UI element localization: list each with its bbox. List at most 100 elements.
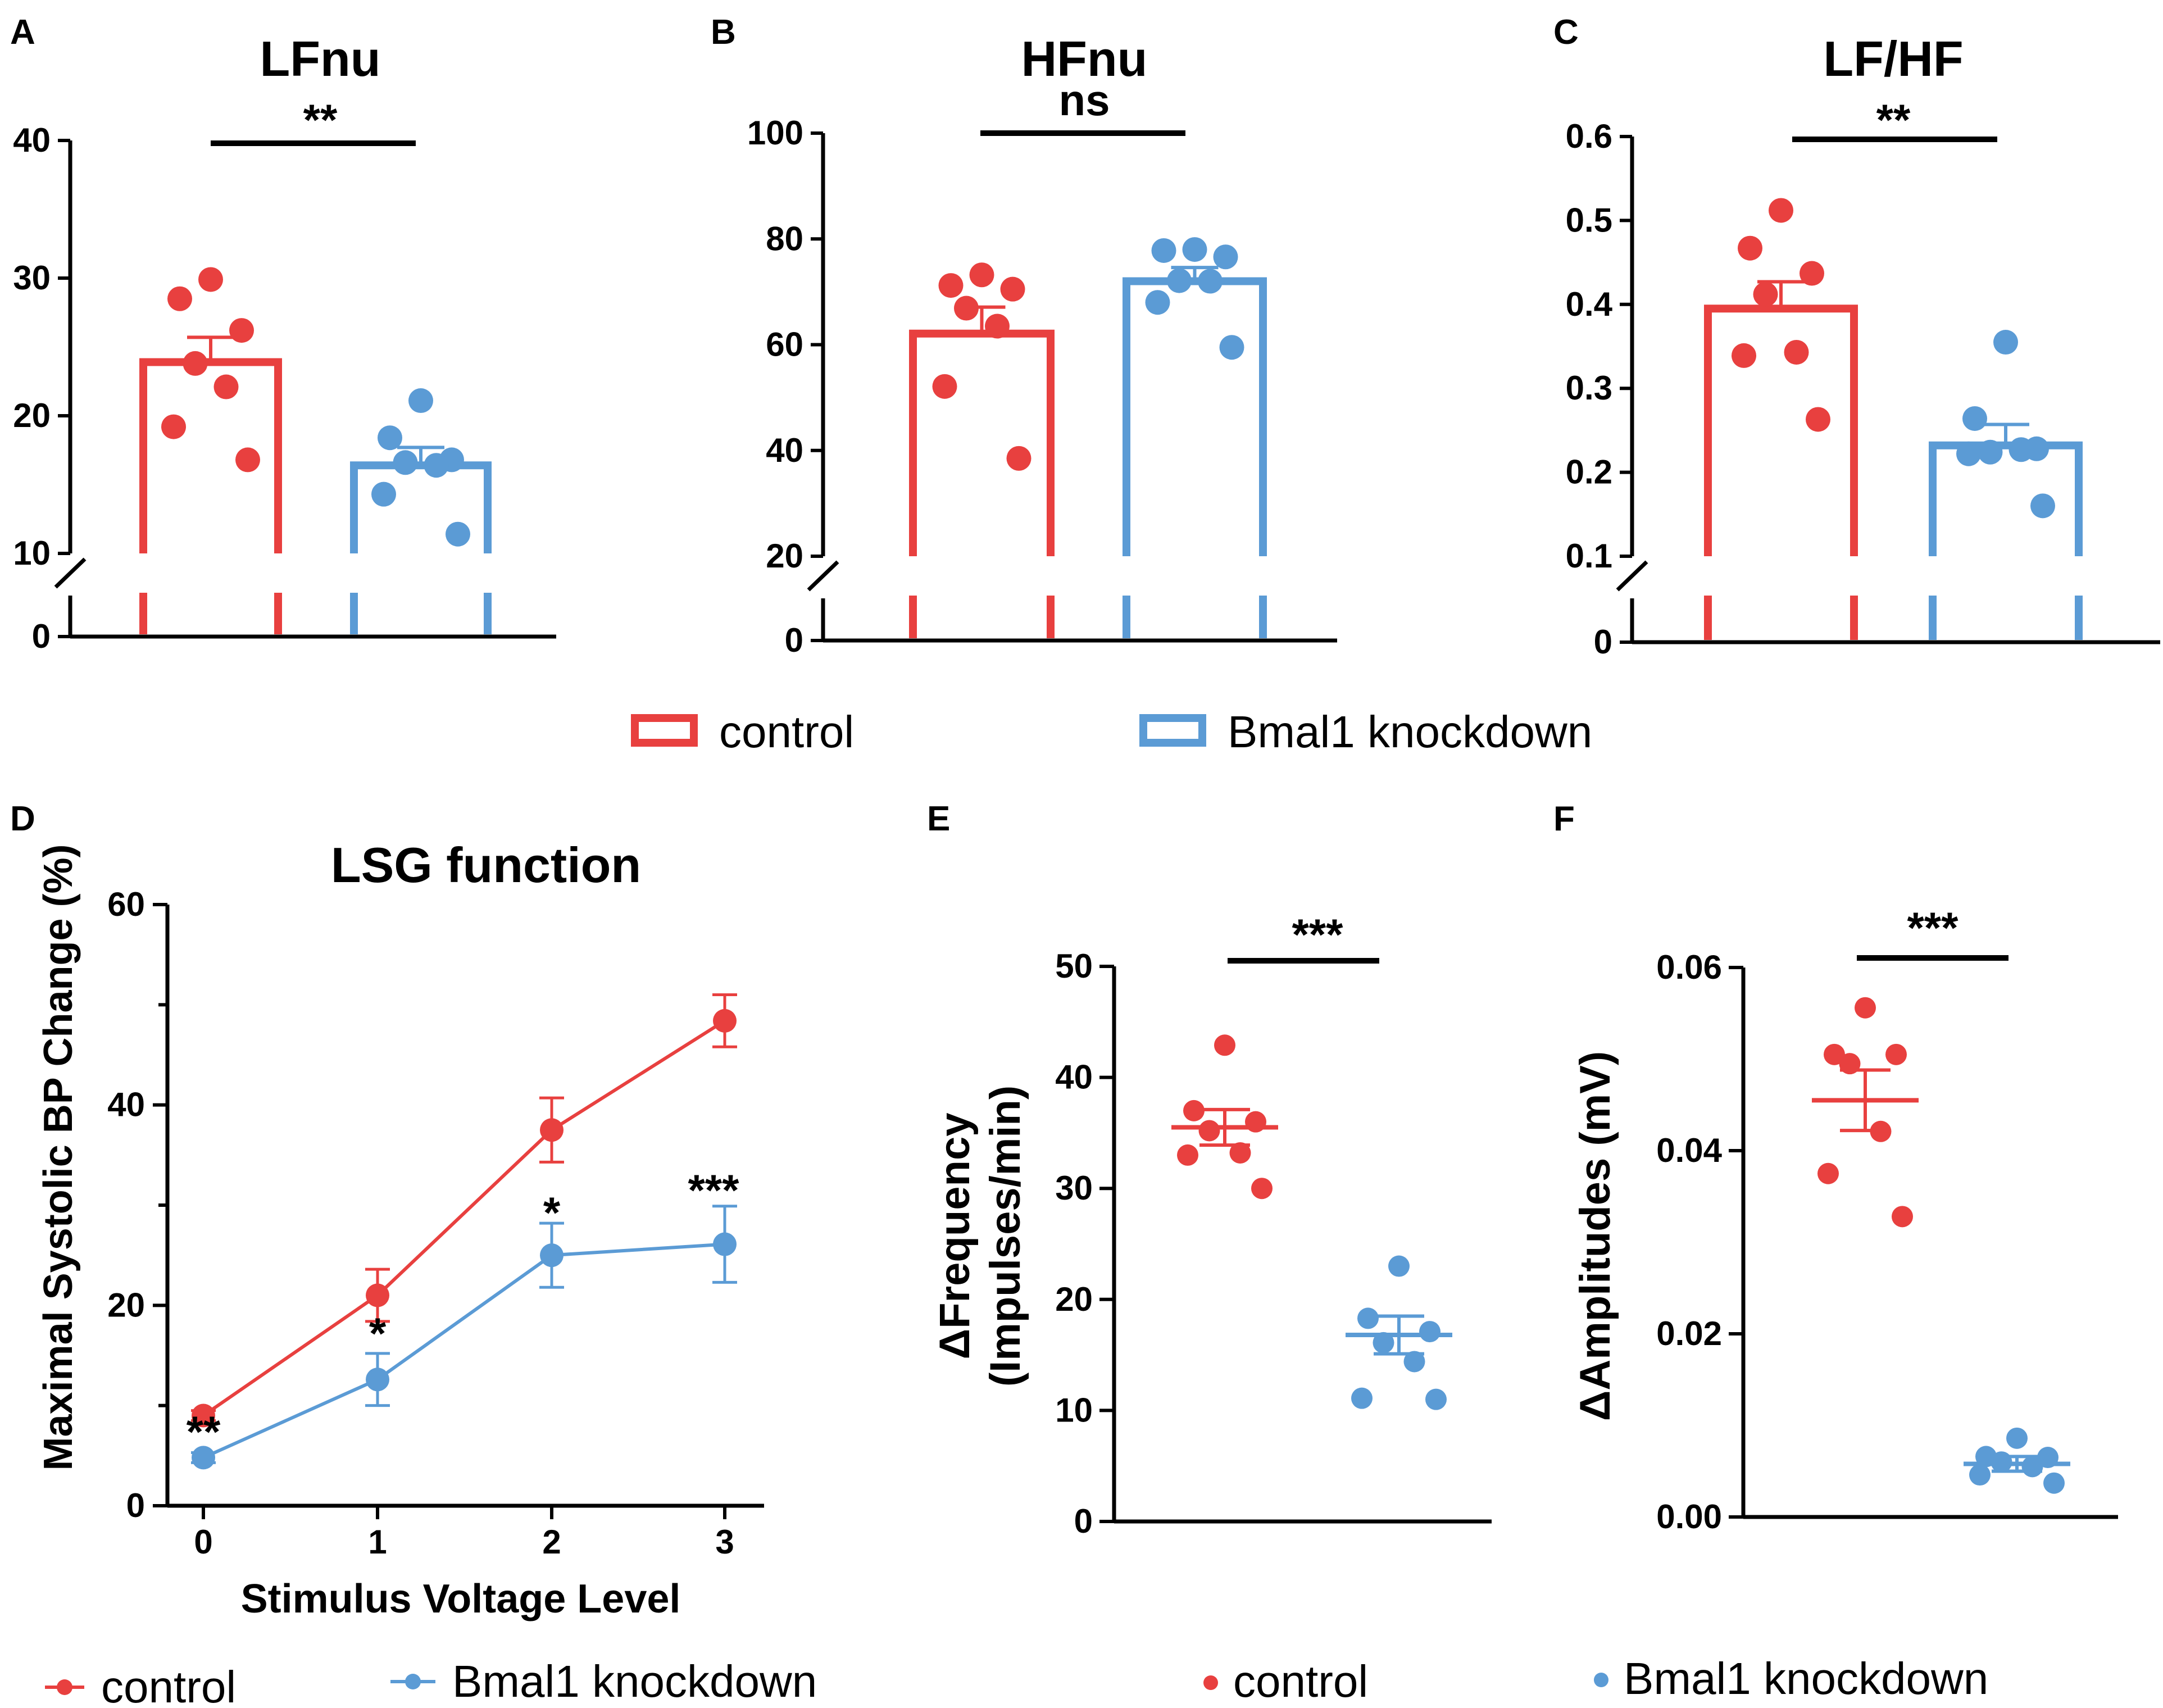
data-point-knockdown xyxy=(1956,441,1981,466)
legend-ef-control-marker xyxy=(1203,1675,1218,1690)
legend-d-knockdown-marker xyxy=(405,1674,421,1689)
y-tick-label: 0.6 xyxy=(1566,117,1612,155)
panel-e: E *** ΔFrequency (Impulses/min) 0 10 20 30 4… xyxy=(927,800,1492,1540)
data-point-control xyxy=(1784,339,1809,365)
data-point-knockdown xyxy=(1978,439,2003,465)
data-point-knockdown xyxy=(2006,1427,2028,1449)
bar-knockdown xyxy=(1123,277,1267,556)
data-point-knockdown xyxy=(1403,1351,1425,1373)
x-tick-label: 1 xyxy=(368,1523,387,1561)
legend-d: control Bmal1 knockdown xyxy=(45,1656,817,1708)
data-point-control xyxy=(985,314,1010,339)
data-point-control xyxy=(1183,1100,1205,1121)
y-tick-label: 0.02 xyxy=(1656,1315,1722,1352)
y-axis-label-d: Maximal Systolic BP Change (%) xyxy=(36,844,81,1471)
data-point-knockdown xyxy=(1219,335,1244,360)
significance-a: ** xyxy=(303,95,338,144)
y-axis-label-e-line2: (Impulses/min) xyxy=(981,1085,1029,1387)
data-point-control xyxy=(969,262,994,288)
data-point-knockdown xyxy=(424,453,449,478)
x-tick-label: 3 xyxy=(715,1523,734,1561)
legend-d-control-label: control xyxy=(101,1662,236,1708)
data-point-knockdown xyxy=(1145,290,1170,315)
y-tick-label: 20 xyxy=(107,1286,145,1324)
data-point-control xyxy=(198,267,223,292)
data-point-knockdown xyxy=(2008,437,2034,462)
y-tick-label: 0 xyxy=(126,1487,145,1524)
x-tick-label: 2 xyxy=(542,1523,561,1561)
y-tick-label: 30 xyxy=(13,259,51,297)
legend-d-knockdown-label: Bmal1 knockdown xyxy=(452,1656,817,1706)
data-point-control xyxy=(183,351,208,376)
data-point-control xyxy=(932,374,957,399)
y-tick-label: 60 xyxy=(766,326,803,364)
data-point-control xyxy=(366,1283,389,1307)
data-point-control xyxy=(1855,997,1876,1019)
y-tick-label: 40 xyxy=(13,121,51,159)
data-point-knockdown xyxy=(408,388,433,414)
data-point-control xyxy=(713,1009,737,1033)
significance-f: *** xyxy=(1907,903,1958,952)
y-tick-label: 20 xyxy=(13,397,51,434)
y-tick-label: 0.4 xyxy=(1566,285,1613,323)
x-axis-label-d: Stimulus Voltage Level xyxy=(241,1577,681,1621)
y-tick-label: 0.2 xyxy=(1566,453,1612,491)
y-tick-label: 0.5 xyxy=(1566,201,1612,239)
legend-ef-knockdown-label: Bmal1 knockdown xyxy=(1624,1654,1988,1704)
axis-break-mark xyxy=(807,560,839,592)
chart-title-b: HFnu xyxy=(1021,31,1148,87)
legend-ef: control Bmal1 knockdown xyxy=(1203,1654,1988,1706)
data-point-knockdown xyxy=(1198,269,1223,294)
data-point-control xyxy=(1177,1144,1198,1166)
legend-d-control-marker xyxy=(57,1679,72,1695)
bar-control xyxy=(909,329,1055,556)
data-point-knockdown xyxy=(2030,493,2055,519)
y-tick-label: 60 xyxy=(107,885,145,923)
data-point-knockdown xyxy=(1351,1387,1373,1409)
y-tick-label: 0.00 xyxy=(1656,1498,1722,1536)
y-tick-label: 0 xyxy=(1594,623,1612,661)
data-point-knockdown xyxy=(1357,1307,1379,1329)
y-tick-label: 0.3 xyxy=(1566,369,1612,407)
y-axis-label-e-line1: ΔFrequency xyxy=(931,1113,979,1360)
y-tick-label: 50 xyxy=(1055,947,1093,985)
data-point-control xyxy=(213,374,239,399)
bar-control xyxy=(1704,305,1858,556)
data-point-knockdown xyxy=(378,425,402,451)
data-point-control xyxy=(1198,1120,1220,1142)
data-point-control xyxy=(540,1118,564,1142)
legend-top-control-swatch xyxy=(631,714,698,747)
panel-label-c: C xyxy=(1553,13,1579,52)
panel-label-f: F xyxy=(1553,800,1575,838)
data-point-knockdown xyxy=(446,521,470,547)
panel-label-e: E xyxy=(927,800,950,838)
data-point-knockdown xyxy=(1425,1388,1447,1410)
y-tick-label: 0.1 xyxy=(1566,537,1612,575)
data-point-knockdown xyxy=(1962,406,1987,431)
data-point-control xyxy=(1885,1043,1907,1065)
significance-marker: *** xyxy=(688,1165,739,1215)
y-tick-label: 40 xyxy=(107,1086,145,1124)
significance-marker: * xyxy=(543,1188,561,1237)
data-point-knockdown xyxy=(393,450,418,475)
series-line-control xyxy=(202,1019,726,1417)
significance-marker: * xyxy=(369,1309,387,1358)
data-point-knockdown xyxy=(2021,1456,2043,1478)
y-tick-label: 40 xyxy=(766,431,803,469)
axis-break-mark xyxy=(54,557,87,589)
chart-title-a: LFnu xyxy=(260,31,380,87)
data-point-knockdown xyxy=(1182,237,1207,262)
data-point-control xyxy=(954,296,979,321)
data-point-control xyxy=(235,447,260,473)
data-point-knockdown xyxy=(371,481,396,507)
data-point-control xyxy=(1817,1162,1839,1184)
y-tick-label: 0 xyxy=(32,617,51,655)
y-tick-label: 20 xyxy=(766,537,803,575)
data-point-control xyxy=(1824,1043,1845,1065)
bar-knockdown xyxy=(1929,441,2083,556)
panel-f: F *** ΔAmplitudes (mV) 0.00 0.02 0.04 0.06 xyxy=(1553,800,2118,1536)
panel-label-a: A xyxy=(10,13,35,52)
data-point-knockdown xyxy=(540,1243,564,1268)
x-tick-label: 0 xyxy=(194,1523,212,1561)
